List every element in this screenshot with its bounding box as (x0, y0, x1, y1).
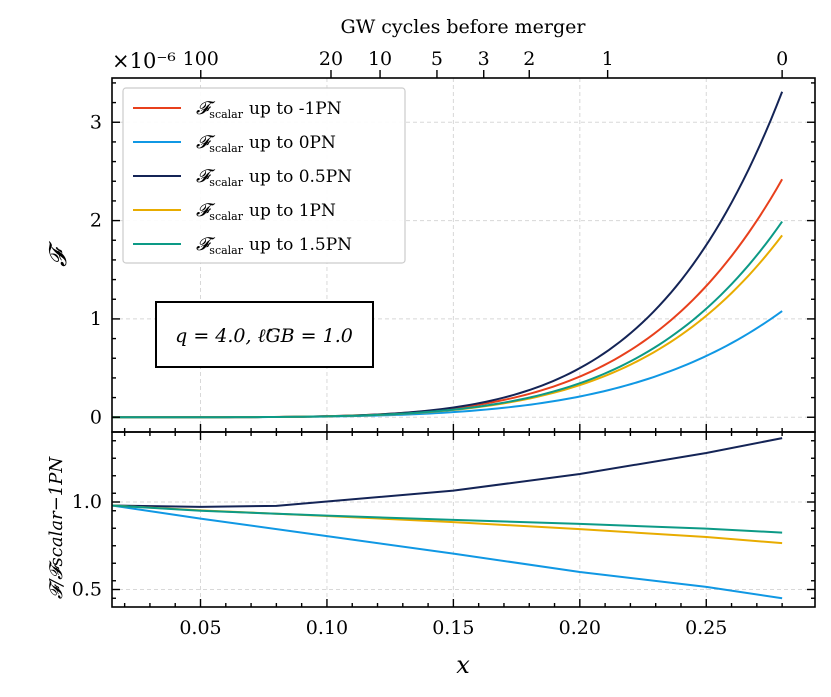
bottom-panel: 0.5 1.0 0.05 0.10 0.15 0.20 0.25 (72, 431, 816, 639)
top-secondary-tick-label: 1 (602, 48, 614, 70)
bottom-xtick-label: 0.20 (559, 617, 601, 639)
bottom-ytick-label: 0.5 (72, 579, 102, 601)
parameter-annotation: q = 4.0, ℓ̂GB = 1.0 (155, 301, 374, 368)
bottom-frame (111, 431, 816, 608)
x-axis-label: x (456, 651, 470, 679)
top-secondary-tick-label: 0 (776, 48, 788, 70)
svg-text:q = 4.0, ℓ̂GB = 1.0: q = 4.0, ℓ̂GB = 1.0 (175, 325, 353, 347)
bottom-xtick-label: 0.05 (179, 617, 221, 639)
legend-entry-2: 𝓕scalar up to 0.5PN (196, 166, 352, 189)
bottom-series-3 (111, 504, 783, 534)
top-series-4 (112, 220, 783, 419)
top-secondary-tick-label: 10 (368, 48, 392, 70)
y-scale-label: ×10⁻⁶ (112, 49, 176, 73)
top-secondary-tick-label: 5 (431, 48, 443, 70)
top-axis-title: GW cycles before merger (341, 16, 587, 38)
legend-entry-1: 𝓕scalar up to 0PN (196, 132, 336, 155)
legend-entry-3: 𝓕scalar up to 1PN (196, 200, 336, 223)
top-secondary-tick-label: 100 (183, 48, 219, 70)
bottom-series-0 (111, 504, 783, 600)
bottom-xtick-label: 0.25 (685, 617, 727, 639)
top-ytick-label: 2 (90, 210, 102, 232)
bottom-series-1 (111, 437, 783, 508)
top-secondary-tick-label: 3 (478, 48, 490, 70)
top-ytick-label: 1 (90, 308, 102, 330)
bottom-ytick-label: 1.0 (72, 491, 102, 513)
bottom-xtick-label: 0.15 (432, 617, 474, 639)
legend-box (122, 87, 406, 264)
bottom-xtick-label: 0.10 (306, 617, 348, 639)
top-ytick-label: 3 (90, 111, 102, 133)
top-y-axis-label: 𝓕 (44, 241, 72, 267)
top-secondary-tick-label: 20 (319, 48, 343, 70)
top-ytick-label: 0 (90, 406, 102, 428)
top-secondary-tick-label: 2 (523, 48, 535, 70)
bottom-y-axis-label: 𝓕/𝓕scalar−1PN (46, 456, 67, 599)
